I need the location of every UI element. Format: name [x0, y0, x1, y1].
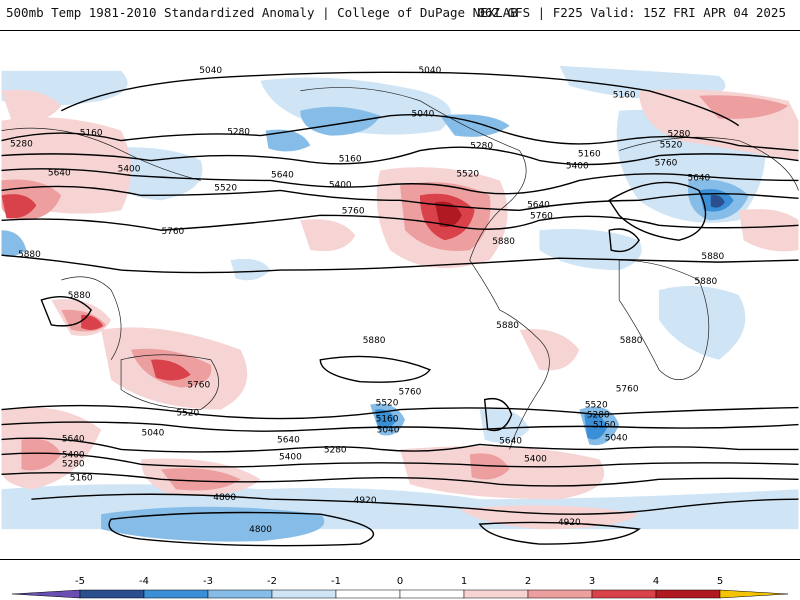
contour-label: 5640	[48, 168, 71, 178]
color-scale-tick-label: 1	[461, 576, 467, 587]
color-band	[655, 589, 721, 599]
color-band	[591, 589, 657, 599]
contour-label: 5280	[470, 142, 493, 152]
color-scale-tick-label: 0	[397, 576, 403, 587]
color-band	[463, 589, 529, 599]
contour-label: 5640	[527, 200, 550, 210]
contour-label: 5520	[660, 141, 683, 151]
contour-label: 5880	[496, 321, 519, 331]
contour-label: 5760	[342, 206, 365, 216]
contour-label: 5040	[412, 110, 435, 120]
contour-label: 5040	[605, 433, 628, 443]
height-contours	[1, 71, 799, 547]
contour-label: 5520	[214, 183, 237, 193]
color-scale-bands	[11, 589, 789, 599]
contour-label: 5280	[227, 128, 250, 138]
coastlines	[1, 87, 799, 450]
color-scale-tick-label: -5	[75, 576, 85, 587]
color-band	[527, 589, 593, 599]
color-band	[399, 589, 465, 599]
contour-label: 5160	[593, 420, 616, 430]
color-band	[207, 589, 273, 599]
contour-label: 5400	[329, 180, 352, 190]
color-scale-tick-label: -2	[267, 576, 277, 587]
color-scale-tick-label: 3	[589, 576, 595, 587]
contour-label: 4800	[249, 525, 272, 535]
contour-label: 5520	[376, 399, 399, 409]
color-band	[271, 589, 337, 599]
contour-label: 5880	[18, 250, 41, 260]
color-scale-legend: -5 -4 -3 -2 -1 0 1 2 3 4 5	[11, 576, 789, 599]
contour-label: 5280	[587, 411, 610, 421]
contour-label: 5880	[620, 336, 643, 346]
contour-label: 5400	[62, 450, 85, 460]
color-band	[11, 589, 81, 599]
contour-label: 5040	[199, 66, 222, 76]
color-band	[143, 589, 209, 599]
contour-label: 5760	[399, 388, 422, 398]
contour-label: 5400	[566, 161, 589, 171]
contour-label: 5280	[62, 459, 85, 469]
contour-label: 5520	[176, 409, 199, 419]
contour-label: 5640	[271, 170, 294, 180]
color-scale-tick-label: 4	[653, 576, 659, 587]
contour-label: 5760	[187, 381, 210, 391]
contour-label: 5880	[363, 336, 386, 346]
color-scale-tick-label: -4	[139, 576, 149, 587]
contour-label: 5880	[694, 277, 717, 287]
contour-label: 5880	[68, 291, 91, 301]
model-run-info: 06Z GFS | F225 Valid: 15Z FRI APR 04 202…	[477, 5, 786, 20]
contour-label: 5040	[142, 428, 165, 438]
contour-label: 5160	[578, 150, 601, 160]
contour-label: 5280	[10, 140, 33, 150]
contour-label: 5880	[701, 252, 724, 262]
contour-label: 5640	[62, 434, 85, 444]
contour-label: 5760	[655, 158, 678, 168]
color-scale-tick-label: 5	[717, 576, 723, 587]
contour-label: 5760	[530, 211, 553, 221]
contour-label: 5520	[585, 401, 608, 411]
color-scale-tick-label: -1	[331, 576, 341, 587]
contour-label: 5640	[687, 173, 710, 183]
contour-label: 5160	[339, 155, 362, 165]
contour-label: 5760	[161, 227, 184, 237]
contour-label: 5400	[524, 454, 547, 464]
contour-label: 5160	[80, 129, 103, 139]
color-scale-tick-label: -3	[203, 576, 213, 587]
contour-label: 5160	[613, 91, 636, 101]
contour-label: 5280	[324, 445, 347, 455]
contour-label: 5760	[616, 385, 639, 395]
contour-label: 5640	[499, 436, 522, 446]
contour-label: 4920	[354, 496, 377, 506]
color-band	[335, 589, 401, 599]
contour-label: 4800	[213, 493, 236, 503]
contour-label: 5160	[376, 415, 399, 425]
color-scale-ticks: -5 -4 -3 -2 -1 0 1 2 3 4 5	[75, 576, 723, 587]
map-title: 500mb Temp 1981-2010 Standardized Anomal…	[6, 5, 518, 20]
contour-label: 5520	[456, 169, 479, 179]
contour-label: 5880	[492, 237, 515, 247]
contour-label: 4920	[558, 518, 581, 528]
contour-label: 5640	[277, 435, 300, 445]
color-scale-tick-label: 2	[525, 576, 531, 587]
contour-label: 5160	[70, 473, 93, 483]
contour-label: 5400	[118, 164, 141, 174]
color-band	[719, 589, 789, 599]
contour-label: 5040	[418, 66, 441, 76]
color-band	[79, 589, 145, 599]
contour-label: 5400	[279, 452, 302, 462]
contour-label: 5040	[377, 425, 400, 435]
contour-label: 5280	[668, 130, 691, 140]
